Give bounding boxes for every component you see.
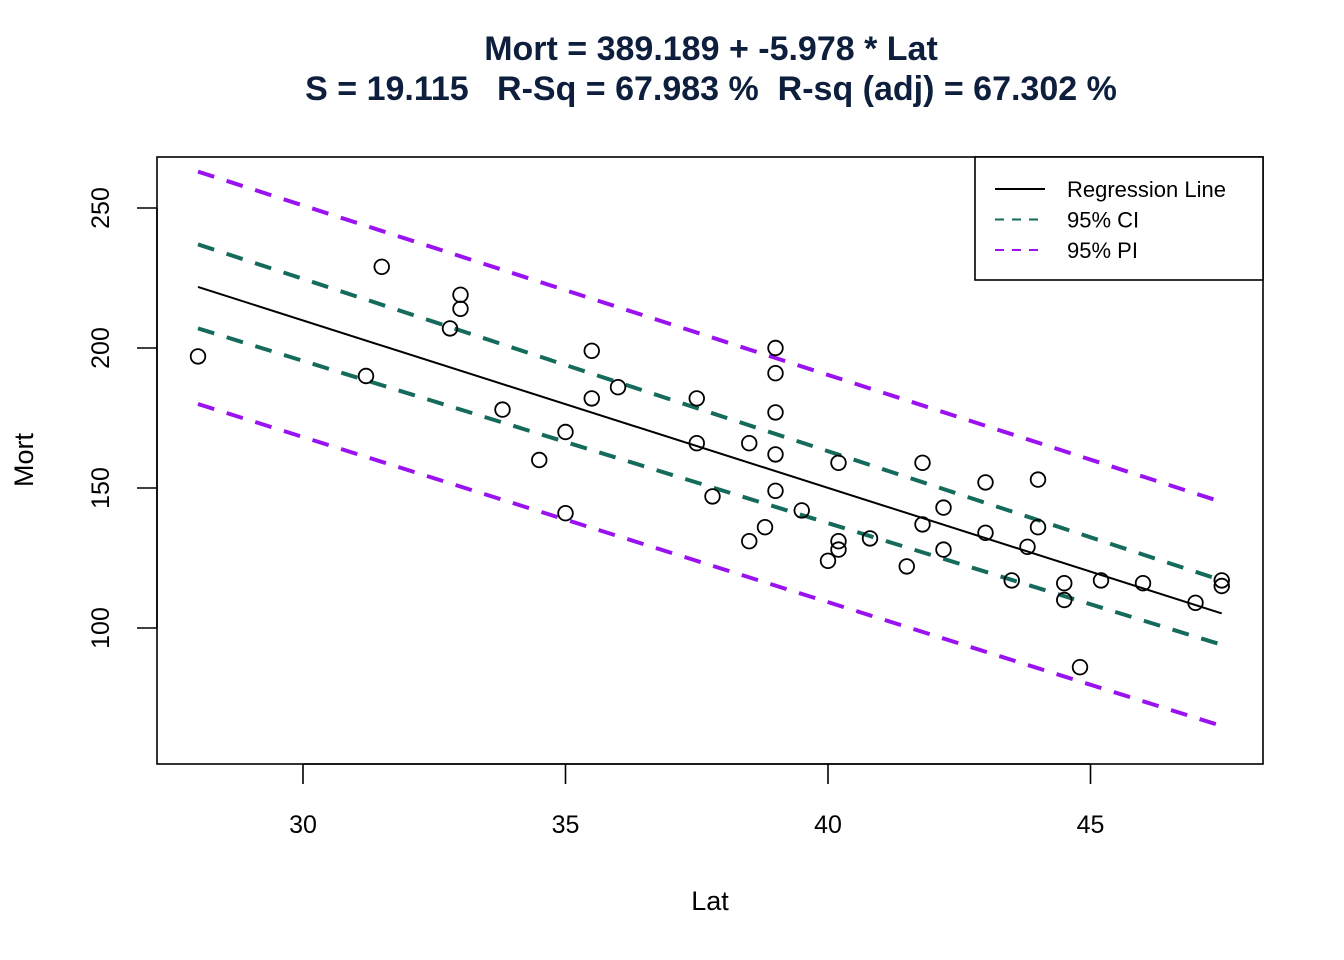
data-point: [1029, 519, 1047, 536]
regression-line-line: [197, 286, 1223, 615]
data-point: [767, 482, 784, 500]
data-point: [977, 524, 994, 542]
legend-box: [974, 156, 1264, 281]
data-point: [767, 365, 784, 382]
data-point: [1187, 594, 1204, 612]
data-point: [767, 339, 784, 357]
data-point: [819, 552, 837, 570]
data-point: [767, 446, 784, 463]
data-point: [1056, 575, 1073, 592]
data-point: [452, 300, 469, 318]
95-ci-lower-line: [197, 326, 1223, 647]
data-point: [830, 454, 847, 472]
95-ci-upper-line: [197, 242, 1223, 583]
x-tick-label: 40: [814, 811, 842, 839]
data-point: [898, 558, 915, 575]
y-axis: 100 150 200 250: [87, 187, 158, 649]
data-point: [688, 435, 705, 452]
data-point: [557, 423, 574, 441]
data-point: [767, 404, 784, 421]
data-point: [830, 533, 847, 550]
data-points: [189, 258, 1230, 676]
data-point: [189, 348, 207, 365]
data-point: [756, 519, 774, 536]
data-point: [914, 516, 931, 533]
data-point: [1213, 572, 1230, 589]
data-point: [357, 367, 375, 385]
data-point: [914, 454, 931, 472]
legend-label: 95% CI: [1067, 208, 1139, 233]
data-point: [704, 488, 721, 505]
data-point: [452, 286, 469, 304]
data-point: [557, 505, 574, 522]
data-point: [741, 435, 758, 452]
data-point: [688, 390, 705, 407]
data-point: [373, 258, 390, 276]
data-point: [1003, 572, 1020, 589]
data-point: [935, 541, 952, 558]
data-point: [830, 541, 847, 558]
chart-subtitle: S = 19.115 R-Sq = 67.983 % R-sq (adj) = …: [305, 70, 1117, 108]
y-tick-label: 100: [87, 607, 115, 649]
data-point: [531, 451, 548, 469]
data-point: [1019, 538, 1036, 556]
data-point: [1071, 659, 1089, 676]
y-tick-label: 200: [87, 327, 115, 369]
x-tick-label: 35: [552, 811, 580, 839]
legend-label: 95% PI: [1067, 238, 1138, 263]
chart-title: Mort = 389.189 + -5.978 * Lat: [484, 30, 938, 68]
data-point: [1092, 572, 1110, 589]
y-tick-label: 250: [87, 187, 115, 229]
data-point: [977, 474, 994, 491]
data-point: [741, 533, 758, 550]
data-point: [609, 379, 627, 396]
data-point: [793, 502, 810, 519]
y-tick-label: 150: [87, 467, 115, 509]
data-point: [441, 320, 459, 337]
data-point: [583, 390, 600, 407]
x-axis: 30 35 40 45: [289, 763, 1105, 839]
data-point: [935, 499, 952, 516]
y-axis-label: Mort: [9, 433, 39, 487]
x-axis-label: Lat: [691, 886, 729, 916]
data-point: [494, 401, 511, 418]
legend: Regression Line 95% CI 95% PI: [974, 156, 1264, 281]
data-point: [1029, 471, 1047, 488]
data-point: [1134, 575, 1152, 592]
data-point: [1213, 577, 1230, 595]
data-point: [1056, 591, 1073, 609]
data-point: [583, 342, 600, 360]
x-tick-label: 30: [289, 811, 317, 839]
data-point: [861, 530, 879, 547]
legend-label: Regression Line: [1067, 177, 1226, 202]
fit-lines: [197, 169, 1223, 728]
x-tick-label: 45: [1077, 811, 1105, 839]
